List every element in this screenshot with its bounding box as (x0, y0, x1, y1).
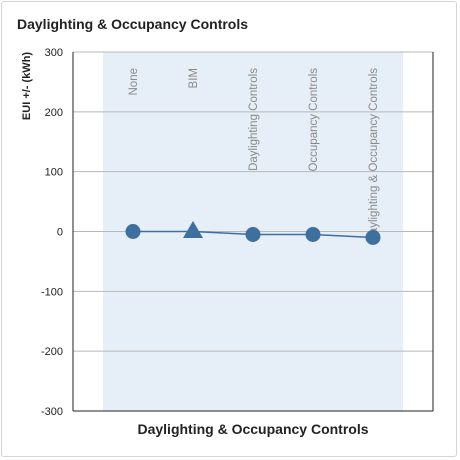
y-tick-label: -300 (41, 406, 63, 418)
y-tick-label: 200 (45, 107, 63, 119)
card-title: Daylighting & Occupancy Controls (17, 16, 249, 32)
x-category-label: None (128, 68, 140, 96)
data-point (125, 224, 141, 239)
data-point (245, 226, 261, 242)
y-tick-label: 100 (45, 167, 63, 179)
y-tick-label: -100 (41, 286, 63, 298)
x-category-label: Daylighting & Occupancy Controls (368, 68, 380, 243)
y-axis-title: EUI +/- (kWh) (21, 52, 33, 120)
x-axis-title: Daylighting & Occupancy Controls (137, 421, 368, 437)
data-point-triangle (183, 221, 203, 238)
x-category-label: BIM (188, 68, 200, 88)
x-category-label: Occupancy Controls (308, 68, 320, 172)
y-tick-label: -200 (41, 346, 63, 358)
y-tick-label: 0 (57, 227, 63, 239)
y-tick-label: 300 (45, 47, 63, 59)
data-point (305, 226, 321, 242)
x-category-label: Daylighting Controls (248, 68, 260, 171)
data-point (365, 229, 381, 245)
